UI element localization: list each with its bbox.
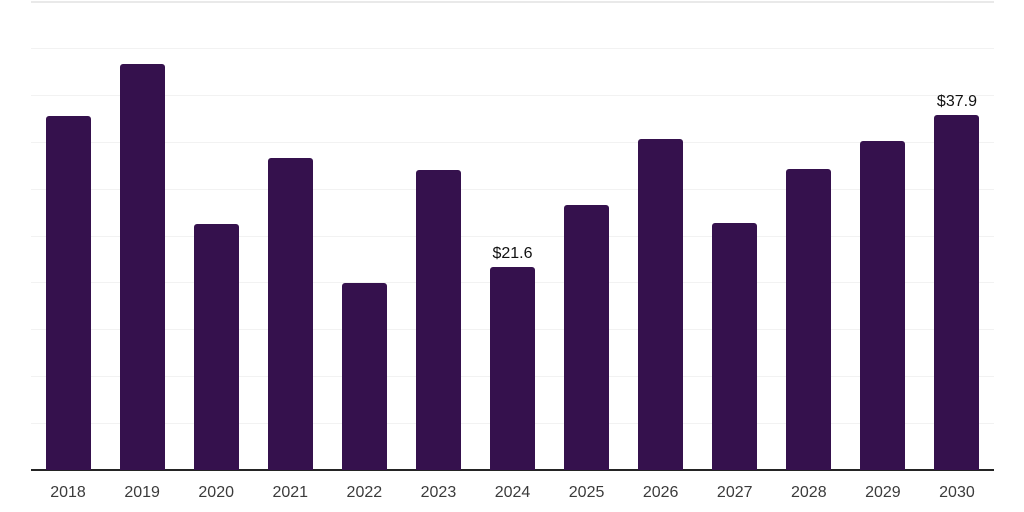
data-label-2030: $37.9 [936, 92, 977, 110]
bar-2027[interactable] [712, 223, 758, 470]
x-axis-label-2022: 2022 [346, 484, 383, 501]
bar-2018[interactable] [45, 116, 91, 470]
bar-2025[interactable] [564, 205, 610, 470]
gridline [31, 141, 994, 143]
gridline [31, 188, 994, 190]
x-axis-label-2021: 2021 [272, 484, 309, 501]
x-axis-label-2020: 2020 [198, 484, 234, 501]
bar-2024[interactable] [490, 267, 535, 470]
bar-2029[interactable] [860, 140, 906, 470]
x-axis-line [31, 469, 994, 471]
gridline [31, 47, 994, 49]
x-axis-label-2026: 2026 [642, 484, 679, 501]
bar-2023[interactable] [415, 169, 461, 470]
x-axis-label-2023: 2023 [420, 484, 457, 501]
x-axis: 2018 2019 2020 2021 2022 2023 2024 2025 2026 2027… [31, 471, 994, 512]
gridline [31, 94, 994, 96]
x-axis-label-2027: 2027 [716, 484, 753, 501]
plot-area: $21.6 $37.9 [31, 0, 994, 471]
data-label-2024: $21.6 [492, 245, 533, 263]
gridline [31, 0, 994, 3]
x-axis-label-2018: 2018 [50, 484, 86, 501]
bar-2021[interactable] [267, 157, 313, 470]
x-axis-label-2028: 2028 [791, 484, 827, 501]
x-axis-label-2019: 2019 [124, 484, 160, 501]
bar-2022[interactable] [341, 283, 387, 470]
bar-2030[interactable] [934, 114, 980, 470]
x-axis-label-2025: 2025 [568, 484, 605, 501]
gridline [31, 235, 994, 237]
bar-2026[interactable] [638, 138, 684, 470]
bar-2028[interactable] [786, 168, 832, 470]
bar-2019[interactable] [119, 63, 165, 470]
bar-2020[interactable] [193, 224, 239, 470]
x-axis-label-2024: 2024 [494, 484, 531, 501]
x-axis-label-2029: 2029 [865, 484, 901, 501]
x-axis-label-2030: 2030 [939, 484, 975, 501]
